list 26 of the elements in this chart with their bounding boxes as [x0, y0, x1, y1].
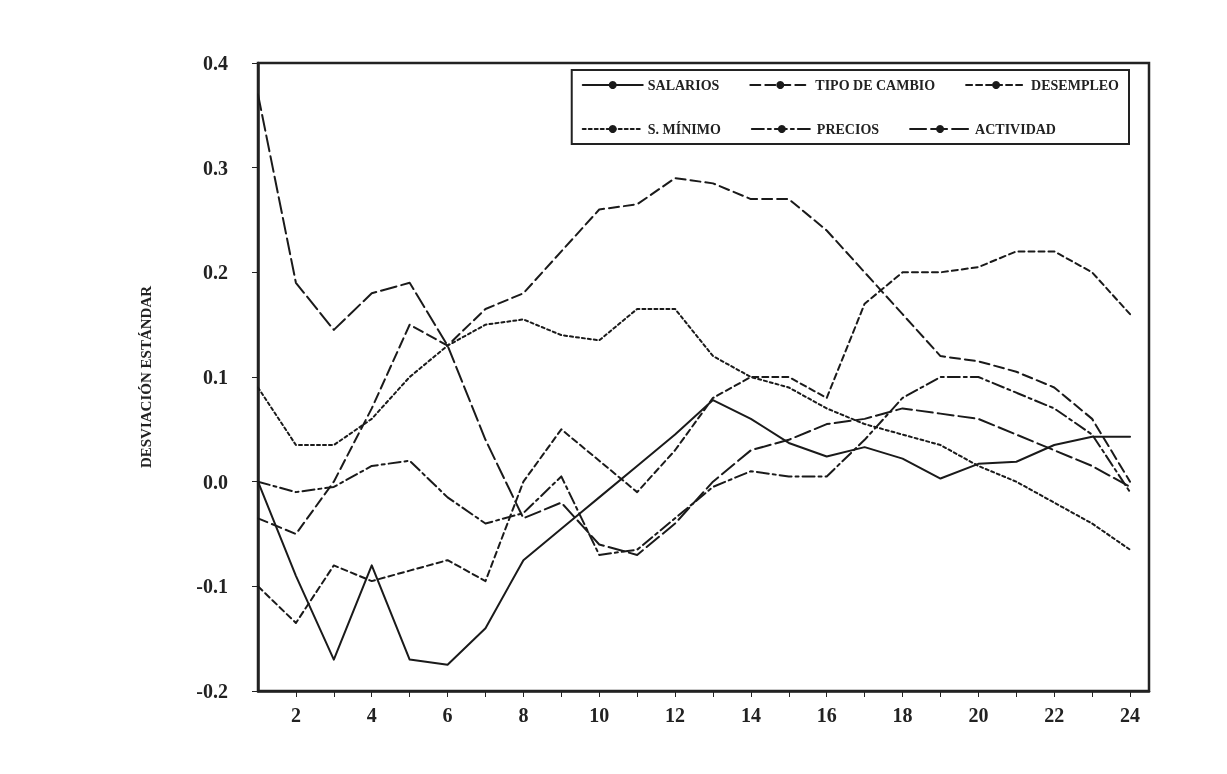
x-tick-label: 12 [665, 704, 686, 726]
legend-label: S. MÍNIMO [647, 120, 721, 137]
x-tick-label: 8 [518, 704, 529, 726]
y-tick-label: -0.2 [196, 680, 228, 702]
x-tick-label: 20 [968, 704, 989, 726]
x-tick-label: 24 [1120, 704, 1141, 726]
y-tick-label: 0.4 [203, 52, 228, 74]
x-tick-label: 22 [1044, 704, 1065, 726]
x-tick-label: 14 [740, 704, 761, 726]
x-tick-label: 16 [816, 704, 837, 726]
x-tick-label: 6 [442, 704, 453, 726]
y-tick-label: -0.1 [196, 575, 228, 598]
legend-label: TIPO DE CAMBIO [815, 77, 936, 93]
y-tick-label: 0.1 [203, 366, 228, 388]
legend-label: DESEMPLEO [1031, 77, 1120, 93]
legend-label: PRECIOS [816, 121, 880, 137]
y-tick-label: 0.0 [203, 470, 228, 493]
y-axis-title: DESVIACIÓN ESTÁNDAR [137, 285, 154, 469]
y-tick-label: 0.3 [203, 156, 228, 179]
x-tick-label: 18 [892, 704, 913, 726]
y-tick-label: 0.2 [203, 261, 228, 284]
x-tick-label: 2 [290, 704, 301, 726]
x-tick-label: 4 [366, 704, 377, 726]
legend-label: ACTIVIDAD [975, 121, 1056, 137]
x-tick-label: 10 [589, 704, 610, 726]
legend-label: SALARIOS [647, 77, 720, 93]
